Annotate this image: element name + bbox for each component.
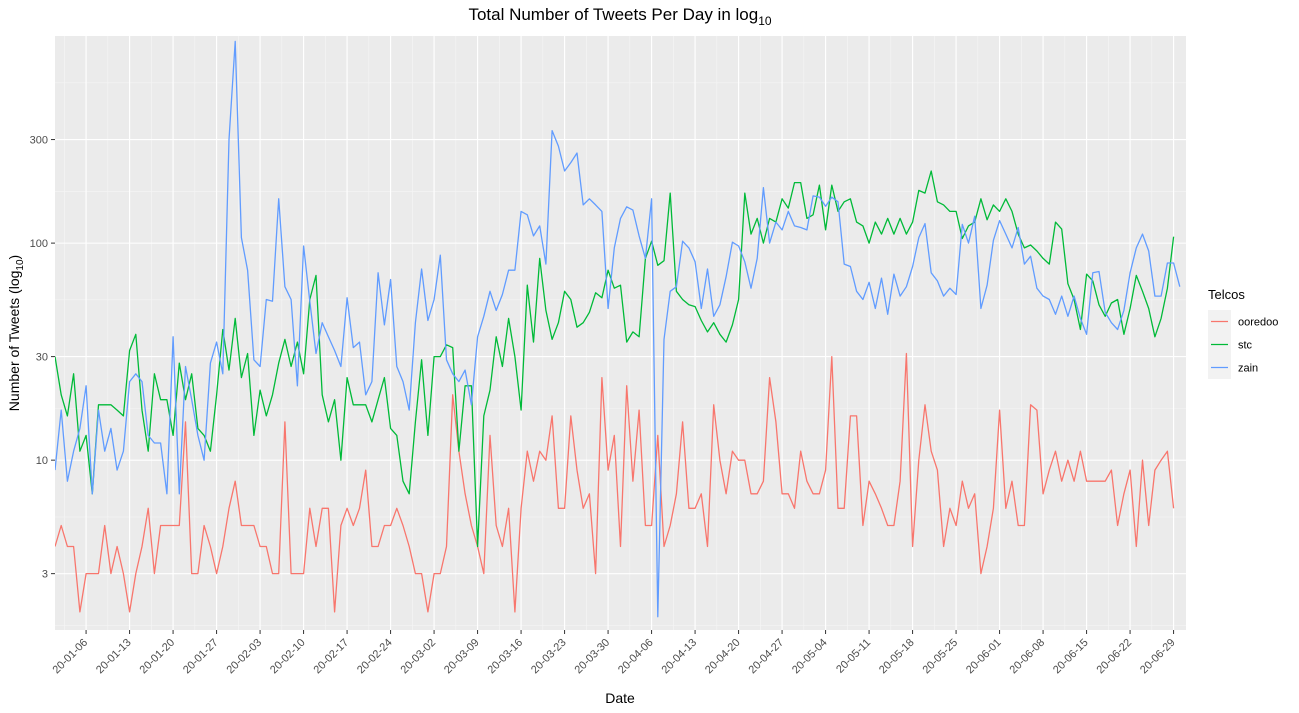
grid-major <box>55 36 1186 630</box>
x-tick-label: 20-06-08 <box>1008 637 1048 677</box>
legend-title: Telcos <box>1208 287 1245 302</box>
x-tick-label: 20-03-30 <box>573 637 613 677</box>
x-axis-title: Date <box>605 690 635 706</box>
legend: Telcos ooredoo stc zain <box>1208 287 1278 379</box>
grid-minor <box>55 36 1186 630</box>
y-tick-label: 10 <box>36 455 48 467</box>
x-tick-label: 20-06-22 <box>1095 637 1135 677</box>
y-axis-title-suffix: ) <box>6 255 22 260</box>
x-tick-label: 20-03-02 <box>399 637 439 677</box>
series-line-stc <box>55 170 1175 548</box>
x-tick-label: 20-01-20 <box>138 637 178 677</box>
chart-title-subscript: 10 <box>758 14 772 28</box>
x-tick-label: 20-02-17 <box>312 637 352 677</box>
x-tick-label: 20-03-09 <box>442 637 482 677</box>
legend-label-stc: stc <box>1238 340 1253 352</box>
x-tick-label: 20-02-24 <box>355 637 395 677</box>
series-lines <box>55 40 1181 618</box>
x-tick-label: 20-02-10 <box>268 637 308 677</box>
x-tick-label: 20-03-16 <box>486 637 526 677</box>
y-tick-label: 3 <box>42 569 48 581</box>
y-tick-label: 30 <box>36 352 48 364</box>
x-tick-label: 20-06-01 <box>964 637 1004 677</box>
y-axis: 3 10 30 100 300 <box>30 135 55 581</box>
chart-title: Total Number of Tweets Per Day in log10 <box>468 5 771 28</box>
x-tick-label: 20-04-20 <box>703 637 743 677</box>
x-axis: 20-01-06 20-01-13 20-01-20 20-01-27 20-02-03… <box>51 630 1178 676</box>
y-tick-label: 100 <box>30 238 48 250</box>
y-axis-title-subscript: 10 <box>15 259 26 271</box>
series-line-zain <box>55 40 1181 618</box>
series-line-ooredoo <box>55 352 1175 613</box>
x-tick-label: 20-05-11 <box>834 637 873 676</box>
x-tick-label: 20-01-06 <box>51 637 91 677</box>
x-tick-label: 20-05-04 <box>790 637 830 677</box>
x-tick-label: 20-04-06 <box>616 637 656 677</box>
y-axis-title: Number of Tweets (log10) <box>6 255 26 411</box>
x-tick-label: 20-04-13 <box>660 637 700 677</box>
y-tick-label: 300 <box>30 135 48 147</box>
x-tick-label: 20-01-27 <box>181 637 221 677</box>
x-tick-label: 20-01-13 <box>94 637 134 677</box>
x-tick-label: 20-04-27 <box>747 637 787 677</box>
x-tick-label: 20-05-18 <box>877 637 917 677</box>
x-tick-label: 20-03-23 <box>529 637 569 677</box>
x-tick-label: 20-02-03 <box>225 637 265 677</box>
x-tick-label: 20-05-25 <box>921 637 961 677</box>
x-tick-label: 20-06-15 <box>1051 637 1091 677</box>
legend-label-zain: zain <box>1238 363 1258 375</box>
x-tick-label: 20-06-29 <box>1138 637 1178 677</box>
legend-label-ooredoo: ooredoo <box>1238 317 1278 329</box>
